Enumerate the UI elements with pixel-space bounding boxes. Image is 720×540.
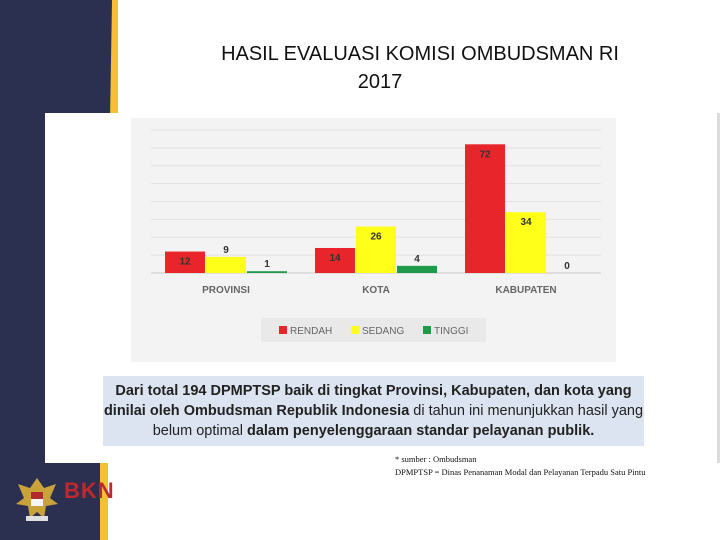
- garuda-emblem-icon: [16, 478, 58, 521]
- bar-tinggi-provinsi: [247, 271, 287, 273]
- data-label: 26: [370, 232, 382, 243]
- legend-label: RENDAH: [290, 326, 332, 337]
- data-label: 1: [264, 259, 270, 270]
- data-label: 34: [520, 217, 532, 228]
- legend-box: [261, 318, 486, 342]
- title-line-1: HASIL EVALUASI KOMISI OMBUDSMAN RI: [221, 43, 619, 65]
- data-label: 72: [479, 149, 491, 160]
- title-line-2: 2017: [357, 71, 403, 93]
- bar-rendah-kota: [315, 247, 355, 273]
- footer-area: [200, 463, 720, 540]
- chart-legend: RENDAH SEDANG TINGGI: [261, 318, 486, 342]
- bar-rendah-kabupaten: [465, 144, 505, 273]
- bar-chart: 12 9 1 14 26 4 72 34 0 PROVINSI KOTA KABUPATEN REN…: [131, 118, 616, 362]
- footnote: * sumber : Ombudsman DPMPTSP = Dinas Pen…: [395, 453, 715, 479]
- category-label: KABUPATEN: [495, 285, 556, 296]
- slide-title: HASIL EVALUASI KOMISI OMBUDSMAN RI 2017: [120, 40, 720, 96]
- bkn-logo: BKN: [64, 478, 115, 503]
- legend-label: TINGGI: [434, 326, 468, 337]
- bar-rendah-provinsi: [165, 251, 205, 273]
- data-label: 0: [564, 261, 570, 272]
- data-label: 4: [414, 254, 420, 265]
- bar-sedang-provinsi: [206, 256, 246, 273]
- footnote-source: * sumber : Ombudsman: [395, 454, 477, 464]
- footnote-definition: DPMPTSP = Dinas Penanaman Modal dan Pela…: [395, 467, 646, 477]
- chart-category-labels: PROVINSI KOTA KABUPATEN: [202, 285, 557, 296]
- bar-tinggi-kota: [397, 265, 437, 273]
- summary-normal: di tahun ini menunjukkan hasil yang belu…: [152, 403, 644, 439]
- summary-bold-2: dalam penyelenggaraan standar pelayanan …: [246, 423, 595, 439]
- summary-bold-1: Dari total 194 DPMPTSP baik di tingkat P…: [103, 383, 632, 419]
- legend-label: SEDANG: [362, 326, 404, 337]
- chart-data-labels: 12 9 1 14 26 4 72 34 0: [179, 149, 570, 272]
- bar-sedang-kabupaten: [506, 212, 546, 273]
- legend-swatch: [423, 326, 431, 334]
- legend-swatch: [351, 326, 359, 334]
- data-label: 12: [179, 257, 191, 268]
- category-label: KOTA: [362, 285, 390, 296]
- chart-bars: [165, 144, 546, 273]
- chart-canvas: 12 9 1 14 26 4 72 34 0 PROVINSI KOTA KABUPATEN REN…: [151, 129, 601, 342]
- divider-line: [717, 113, 720, 463]
- legend-swatch: [279, 326, 287, 334]
- summary-textbox: Dari total 194 DPMPTSP baik di tingkat P…: [103, 376, 644, 446]
- category-label: PROVINSI: [202, 285, 250, 296]
- data-label: 9: [223, 245, 229, 256]
- title-area: [120, 0, 720, 113]
- bar-sedang-kota: [356, 226, 396, 273]
- data-label: 14: [329, 253, 341, 264]
